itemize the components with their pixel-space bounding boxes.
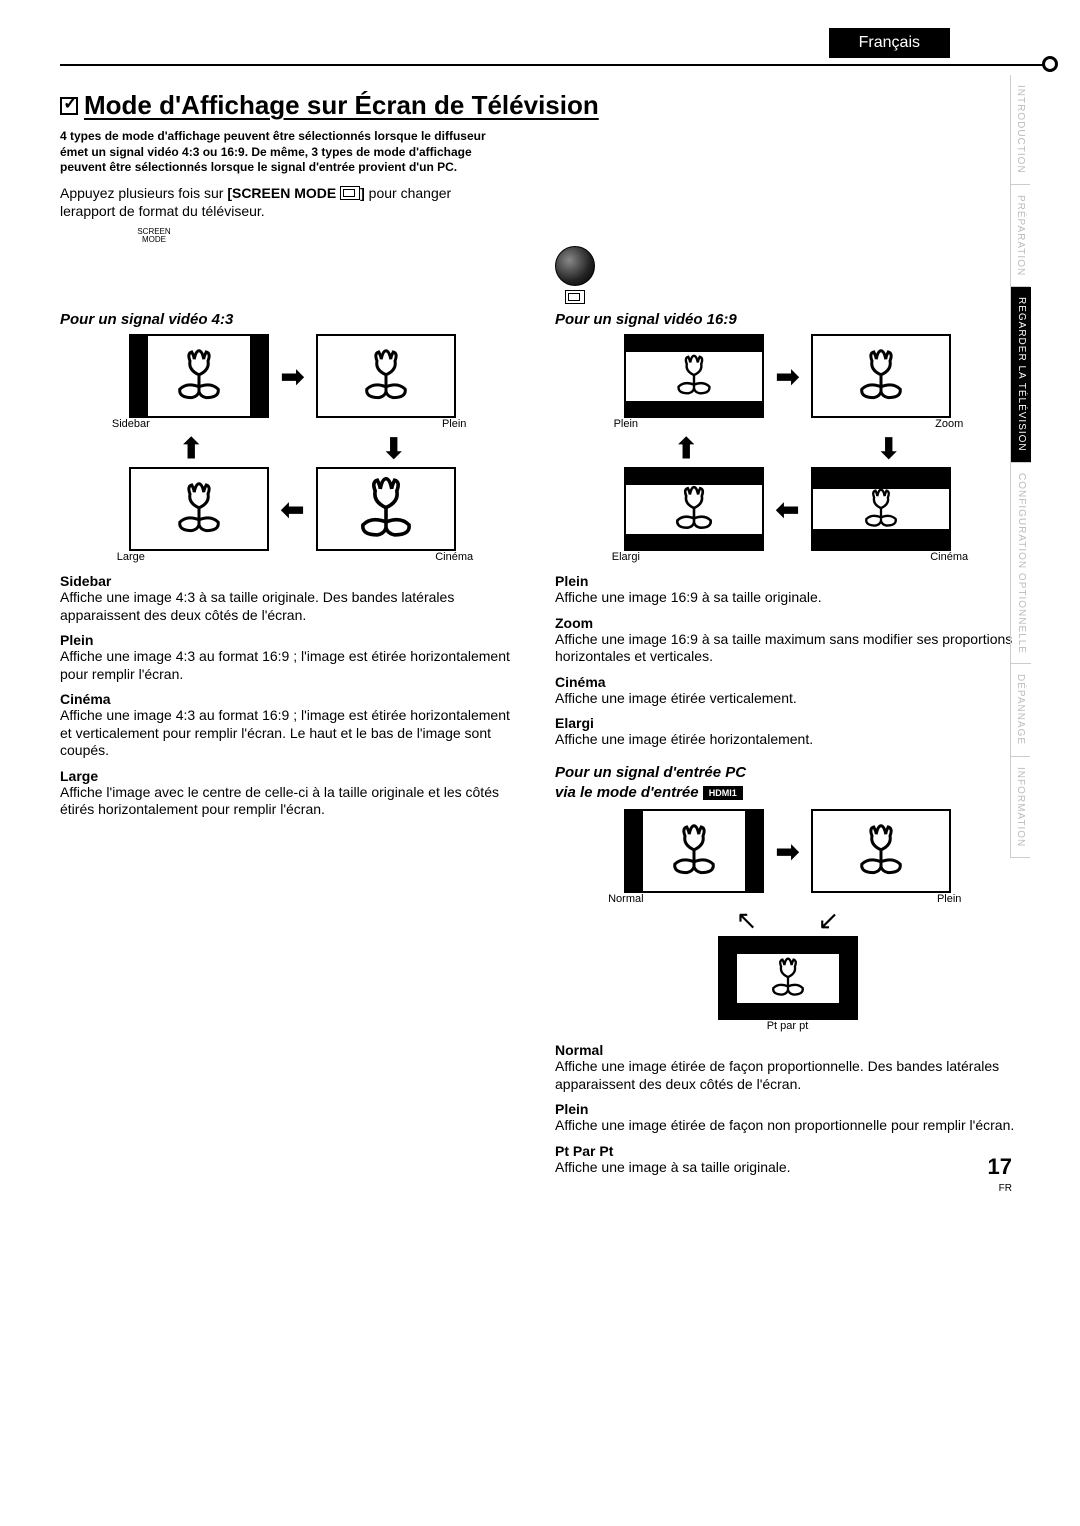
desc-large: LargeAffiche l'image avec le centre de c… (60, 768, 525, 819)
page-number: 17 (988, 1154, 1012, 1180)
desc-zoom: ZoomAffiche une image 16:9 à sa taille m… (555, 615, 1020, 666)
desc-plein-43: PleinAffiche une image 4:3 au format 16:… (60, 632, 525, 683)
hdmi-badge: HDMI1 (703, 786, 743, 800)
side-tab-trouble[interactable]: DÉPANNAGE (1010, 664, 1030, 756)
desc-ptparpt: Pt Par PtAffiche une image à sa taille o… (555, 1143, 1020, 1177)
language-tab: Français (829, 28, 950, 58)
side-tab-prep[interactable]: PRÉPARATION (1010, 185, 1030, 287)
page-title: Mode d'Affichage sur Écran de Télévision (60, 90, 1020, 121)
signal-43-header: Pour un signal vidéo 4:3 (60, 311, 525, 328)
arrow-down-left-icon: ↙ (818, 905, 840, 936)
arrow-down-icon: ⬇ (382, 432, 405, 465)
checkbox-icon (60, 97, 78, 115)
signal-169-header: Pour un signal vidéo 16:9 (555, 311, 1020, 328)
desc-plein-pc: PleinAffiche une image étirée de façon n… (555, 1101, 1020, 1135)
side-tab-intro[interactable]: INTRODUCTION (1010, 75, 1030, 185)
arrow-down-icon: ⬇ (877, 432, 900, 465)
screen-mode-button-illustration: SCREEN MODE (130, 228, 1020, 305)
arrow-right-icon: ➡ (776, 835, 799, 868)
instruction-text: Appuyez plusieurs fois sur [SCREEN MODE … (60, 184, 480, 220)
header-divider-circle (1042, 56, 1058, 72)
diagram-43: ➡ SidebarPlein ⬆⬇ ⬅ LargeCinéma (60, 334, 525, 563)
desc-cinema-43: CinémaAffiche une image 4:3 au format 16… (60, 691, 525, 760)
desc-normal: NormalAffiche une image étirée de façon … (555, 1042, 1020, 1093)
arrow-left-icon: ⬅ (281, 493, 304, 526)
signal-pc-header: Pour un signal d'entrée PC via le mode d… (555, 763, 1020, 804)
header-divider (60, 64, 1050, 66)
diagram-pc: ➡ NormalPlein ↖↙ Pt par pt (555, 809, 1020, 1032)
side-tab-watch[interactable]: REGARDER LA TÉLÉVISION (1010, 287, 1031, 463)
arrow-up-icon: ⬆ (180, 432, 203, 465)
intro-text: 4 types de mode d'affichage peuvent être… (60, 129, 490, 176)
side-tab-config[interactable]: CONFIGURATION OPTIONNELLE (1010, 463, 1031, 665)
page-lang-code: FR (999, 1183, 1012, 1194)
arrow-up-icon: ⬆ (675, 432, 698, 465)
arrow-right-icon: ➡ (776, 360, 799, 393)
desc-sidebar: SidebarAffiche une image 4:3 à sa taille… (60, 573, 525, 624)
side-tab-info[interactable]: INFORMATION (1010, 757, 1030, 858)
arrow-right-icon: ➡ (281, 360, 304, 393)
desc-plein-169: PleinAffiche une image 16:9 à sa taille … (555, 573, 1020, 607)
arrow-up-left-icon: ↖ (736, 905, 758, 936)
screen-mode-icon (340, 186, 360, 200)
diagram-169: ➡ PleinZoom ⬆⬇ ⬅ ElargiCinéma (555, 334, 1020, 563)
desc-cinema-169: CinémaAffiche une image étirée verticale… (555, 674, 1020, 708)
desc-elargi: ElargiAffiche une image étirée horizonta… (555, 715, 1020, 749)
arrow-left-icon: ⬅ (776, 493, 799, 526)
side-nav: INTRODUCTION PRÉPARATION REGARDER LA TÉL… (1010, 75, 1070, 858)
